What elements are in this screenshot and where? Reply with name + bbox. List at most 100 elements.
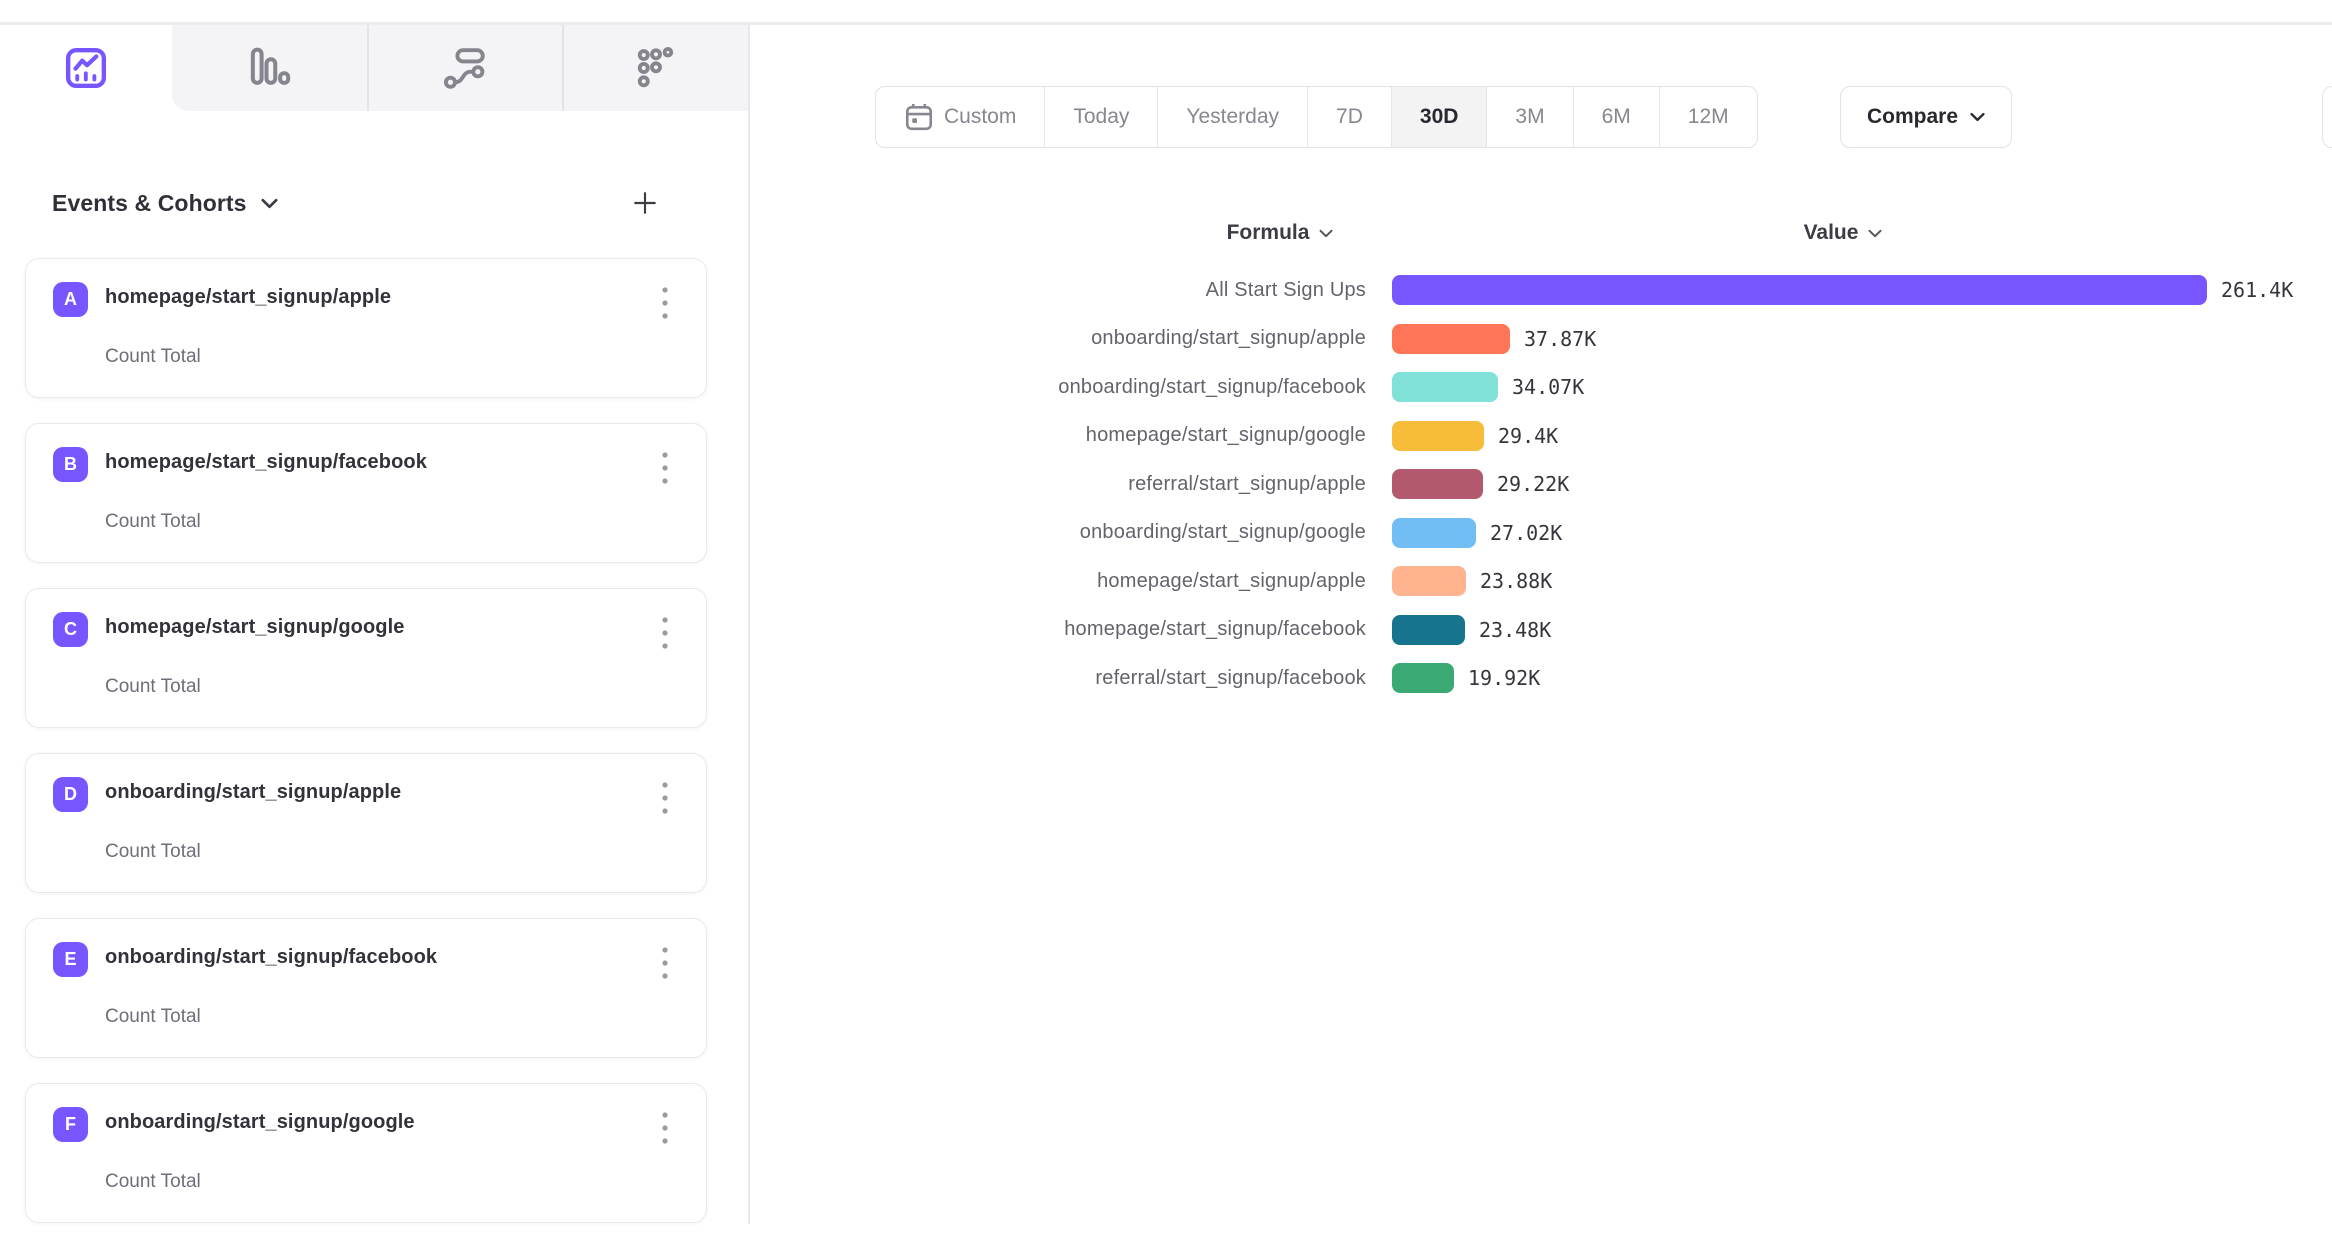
events-cohorts-header: Events & Cohorts xyxy=(52,180,692,226)
chart-row-value: 27.02K xyxy=(1490,520,1563,545)
value-column-header[interactable]: Value xyxy=(1723,214,1963,252)
date-range-option-yesterday[interactable]: Yesterday xyxy=(1158,87,1309,147)
chart-bar[interactable] xyxy=(1392,517,1476,548)
chart-row-6: homepage/start_signup/apple 23.88K xyxy=(0,557,2332,606)
date-range-option-3m[interactable]: 3M xyxy=(1487,87,1574,147)
event-card-c[interactable]: C homepage/start_signup/google Count Tot… xyxy=(25,588,707,728)
add-event-button[interactable] xyxy=(624,182,666,224)
date-range-option-custom[interactable]: Custom xyxy=(876,87,1046,147)
kebab-menu-icon[interactable] xyxy=(652,448,678,488)
chart-row-4: referral/start_signup/apple 29.22K xyxy=(0,460,2332,509)
calendar-icon xyxy=(904,102,934,132)
chart-row-0: All Start Sign Ups 261.4K xyxy=(0,266,2332,315)
event-name: onboarding/start_signup/google xyxy=(105,1111,415,1133)
event-card-f[interactable]: F onboarding/start_signup/google Count T… xyxy=(25,1083,707,1223)
formula-header-label: Formula xyxy=(1226,221,1310,244)
event-metric: Count Total xyxy=(105,841,201,862)
chart-bar[interactable] xyxy=(1392,275,2207,306)
event-name: homepage/start_signup/facebook xyxy=(105,451,427,473)
date-range-label: 7D xyxy=(1336,105,1363,128)
kebab-menu-icon[interactable] xyxy=(652,943,678,983)
event-card-e[interactable]: E onboarding/start_signup/facebook Count… xyxy=(25,918,707,1058)
date-range-option-6m[interactable]: 6M xyxy=(1574,87,1660,147)
chart-row-3: homepage/start_signup/google 29.4K xyxy=(0,412,2332,461)
sidebar-divider xyxy=(748,24,750,1224)
chevron-down-icon xyxy=(1319,229,1333,238)
chart-bar[interactable] xyxy=(1392,614,1465,645)
event-card-b[interactable]: B homepage/start_signup/facebook Count T… xyxy=(25,423,707,563)
event-card-a[interactable]: A homepage/start_signup/apple Count Tota… xyxy=(25,258,707,398)
chart-bar[interactable] xyxy=(1392,566,1466,597)
chart-row-value: 37.87K xyxy=(1524,326,1597,351)
chart-row-value: 23.48K xyxy=(1479,617,1552,642)
bar-chart: All Start Sign Ups 261.4K onboarding/sta… xyxy=(0,266,2332,703)
event-badge: F xyxy=(53,1107,88,1142)
chart-bar[interactable] xyxy=(1392,469,1483,500)
date-range-label: 3M xyxy=(1515,105,1545,128)
event-name: onboarding/start_signup/apple xyxy=(105,781,402,803)
chevron-down-icon xyxy=(1970,112,1985,122)
chart-row-label: homepage/start_signup/google xyxy=(1085,424,1366,447)
event-badge: C xyxy=(53,612,88,647)
tab-divider xyxy=(562,25,564,111)
flows-icon xyxy=(443,46,487,90)
chevron-down-icon[interactable] xyxy=(261,198,278,209)
chart-row-value: 29.22K xyxy=(1497,472,1570,497)
event-card-d[interactable]: D onboarding/start_signup/apple Count To… xyxy=(25,753,707,893)
chart-type-tab-strip xyxy=(172,25,749,111)
compare-label: Compare xyxy=(1866,105,1959,128)
event-metric: Count Total xyxy=(105,346,201,367)
bar-chart-icon xyxy=(249,45,291,91)
chart-row-7: homepage/start_signup/facebook 23.48K xyxy=(0,606,2332,655)
chart-row-value: 34.07K xyxy=(1512,375,1585,400)
value-header-label: Value xyxy=(1803,221,1859,244)
event-badge: B xyxy=(53,447,88,482)
tab-flows[interactable] xyxy=(367,25,562,111)
event-badge: E xyxy=(53,942,88,977)
tab-insights-active[interactable] xyxy=(0,25,172,111)
chart-row-1: onboarding/start_signup/apple 37.87K xyxy=(0,315,2332,364)
event-card-list: A homepage/start_signup/apple Count Tota… xyxy=(25,258,710,1248)
event-badge: D xyxy=(53,777,88,812)
chart-row-label: homepage/start_signup/apple xyxy=(1097,569,1366,592)
date-range-label: 12M xyxy=(1687,105,1729,128)
event-metric: Count Total xyxy=(105,676,201,697)
kebab-menu-icon[interactable] xyxy=(652,778,678,818)
tab-retention[interactable] xyxy=(562,25,749,111)
line-chart-icon xyxy=(65,45,107,91)
tab-bar-chart[interactable] xyxy=(172,25,367,111)
chart-row-label: homepage/start_signup/facebook xyxy=(1064,618,1366,641)
chart-row-value: 29.4K xyxy=(1498,423,1559,448)
event-metric: Count Total xyxy=(105,511,201,532)
kebab-menu-icon[interactable] xyxy=(652,613,678,653)
date-range-label: 6M xyxy=(1601,105,1631,128)
date-range-option-30d[interactable]: 30D xyxy=(1391,87,1488,147)
event-metric: Count Total xyxy=(105,1006,201,1027)
date-range-label: 30D xyxy=(1419,105,1459,128)
chart-row-2: onboarding/start_signup/facebook 34.07K xyxy=(0,363,2332,412)
chart-row-value: 23.88K xyxy=(1480,569,1553,594)
event-name: homepage/start_signup/apple xyxy=(105,286,392,308)
date-range-label: Custom xyxy=(944,105,1017,128)
formula-column-header[interactable]: Formula xyxy=(1160,214,1400,252)
chart-row-label: referral/start_signup/facebook xyxy=(1095,666,1366,689)
event-badge: A xyxy=(53,282,88,317)
kebab-menu-icon[interactable] xyxy=(652,1108,678,1148)
chart-row-value: 19.92K xyxy=(1468,666,1541,691)
chart-row-label: All Start Sign Ups xyxy=(1205,278,1366,301)
chart-row-8: referral/start_signup/facebook 19.92K xyxy=(0,654,2332,703)
top-divider xyxy=(0,22,2332,25)
chart-bar[interactable] xyxy=(1392,420,1484,451)
chart-bar[interactable] xyxy=(1392,323,1510,354)
date-range-option-7d[interactable]: 7D xyxy=(1308,87,1392,147)
kebab-menu-icon[interactable] xyxy=(652,283,678,323)
chart-bar[interactable] xyxy=(1392,372,1498,403)
date-range-option-12m[interactable]: 12M xyxy=(1660,87,1757,147)
date-range-option-today[interactable]: Today xyxy=(1045,87,1159,147)
event-metric: Count Total xyxy=(105,1171,201,1192)
clipped-toolbar-button[interactable] xyxy=(2322,86,2332,148)
retention-dots-icon xyxy=(635,45,677,91)
compare-button[interactable]: Compare xyxy=(1840,86,2012,148)
event-name: homepage/start_signup/google xyxy=(105,616,405,638)
chart-bar[interactable] xyxy=(1392,663,1454,694)
